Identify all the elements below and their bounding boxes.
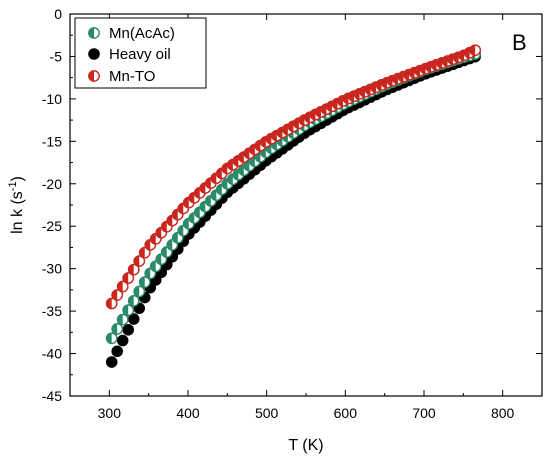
legend-label-heavy-oil: Heavy oil [109, 46, 171, 63]
axis-ticks: 300 400 500 600 700 800 0 -5 -10 -15 -20 -25 -30 -35 -… [42, 6, 543, 421]
data-point [133, 255, 146, 268]
data-point [133, 285, 146, 298]
y-tick-label: 0 [54, 6, 62, 22]
data-point [105, 297, 118, 310]
legend-label-mn-acac: Mn(AcAc) [109, 25, 175, 42]
y-axis-title-sup: -1 [7, 181, 19, 191]
legend-marker-mn-acac [88, 27, 100, 39]
x-tick-label: 300 [98, 405, 122, 421]
data-points [105, 44, 482, 368]
series-0 [105, 48, 482, 345]
data-point [116, 334, 129, 347]
legend-label-mn-to: Mn-TO [109, 68, 155, 85]
series-1 [105, 50, 481, 368]
data-point [138, 246, 151, 259]
legend-marker-symbol [88, 70, 100, 82]
data-point [111, 289, 124, 301]
y-tick-label: -25 [42, 218, 62, 234]
x-tick-label: 500 [255, 405, 279, 421]
legend-marker-heavy-oil [88, 48, 100, 60]
data-point [215, 183, 228, 196]
y-tick-label: -10 [42, 91, 62, 107]
y-axis-title: ln k (s-1) [7, 176, 26, 234]
data-point [193, 206, 206, 219]
x-axis-title: T (K) [288, 437, 323, 454]
data-point [127, 294, 140, 307]
legend-marker-mn-to [88, 70, 100, 82]
data-point [287, 120, 300, 133]
data-point [469, 44, 482, 57]
x-tick-label: 800 [491, 405, 515, 421]
y-axis-title-main: ln k (s [9, 191, 26, 234]
data-point [105, 332, 118, 345]
y-tick-label: -35 [42, 303, 62, 319]
y-axis-title-close: ) [9, 176, 26, 181]
data-point [127, 263, 140, 276]
data-point [105, 356, 118, 368]
data-point [111, 345, 123, 358]
y-tick-label: -20 [42, 176, 62, 192]
data-point [111, 323, 124, 335]
legend: Mn(AcAc) Heavy oil Mn-TO [74, 17, 207, 89]
x-tick-label: 400 [176, 405, 200, 421]
data-point [122, 304, 135, 317]
y-tick-label: -40 [42, 346, 62, 362]
y-tick-label: -15 [42, 133, 62, 149]
y-tick-label: -30 [42, 261, 62, 277]
data-point [138, 276, 151, 289]
legend-marker-symbol [88, 27, 100, 39]
y-tick-label: -5 [50, 48, 63, 64]
legend-marker-symbol [88, 48, 100, 60]
data-point [116, 280, 129, 293]
data-point [116, 313, 129, 326]
x-tick-label: 700 [412, 405, 436, 421]
data-point [122, 324, 135, 336]
x-tick-label: 600 [334, 405, 358, 421]
panel-label: B [512, 30, 527, 55]
series-2 [105, 44, 482, 310]
y-tick-label: -45 [42, 388, 62, 404]
data-point [122, 272, 135, 284]
